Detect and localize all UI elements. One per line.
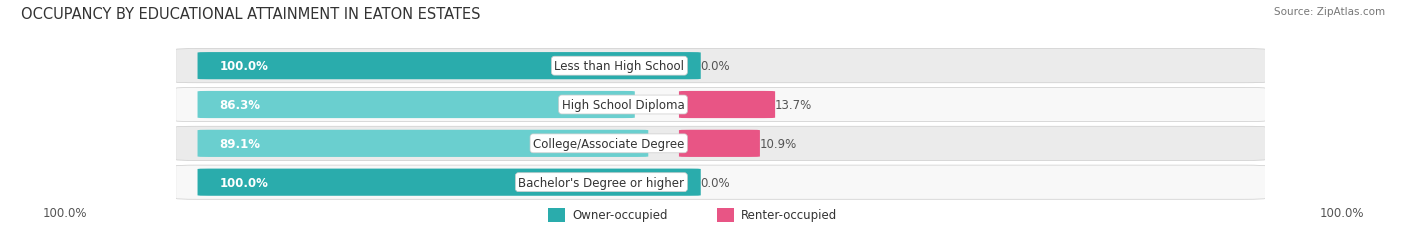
Text: 0.0%: 0.0% <box>700 176 730 189</box>
Text: Less than High School: Less than High School <box>554 60 685 73</box>
Text: 89.1%: 89.1% <box>219 137 260 150</box>
Text: 10.9%: 10.9% <box>759 137 797 150</box>
Text: Source: ZipAtlas.com: Source: ZipAtlas.com <box>1274 7 1385 17</box>
Text: 100.0%: 100.0% <box>42 207 87 219</box>
Text: College/Associate Degree: College/Associate Degree <box>533 137 685 150</box>
FancyBboxPatch shape <box>176 165 1265 199</box>
Text: Renter-occupied: Renter-occupied <box>741 208 837 221</box>
FancyBboxPatch shape <box>679 130 759 157</box>
FancyBboxPatch shape <box>176 127 1265 161</box>
Text: 13.7%: 13.7% <box>775 99 813 112</box>
FancyBboxPatch shape <box>176 88 1265 122</box>
Text: 100.0%: 100.0% <box>219 176 269 189</box>
Text: 100.0%: 100.0% <box>219 60 269 73</box>
Text: OCCUPANCY BY EDUCATIONAL ATTAINMENT IN EATON ESTATES: OCCUPANCY BY EDUCATIONAL ATTAINMENT IN E… <box>21 7 481 22</box>
FancyBboxPatch shape <box>176 49 1265 83</box>
FancyBboxPatch shape <box>197 169 700 196</box>
Text: High School Diploma: High School Diploma <box>561 99 685 112</box>
Text: Bachelor's Degree or higher: Bachelor's Degree or higher <box>519 176 685 189</box>
Text: Owner-occupied: Owner-occupied <box>572 208 668 221</box>
Text: 0.0%: 0.0% <box>700 60 730 73</box>
FancyBboxPatch shape <box>197 91 634 119</box>
FancyBboxPatch shape <box>197 53 700 80</box>
Text: 86.3%: 86.3% <box>219 99 260 112</box>
FancyBboxPatch shape <box>679 91 775 119</box>
Text: 100.0%: 100.0% <box>1319 207 1364 219</box>
FancyBboxPatch shape <box>197 130 648 157</box>
